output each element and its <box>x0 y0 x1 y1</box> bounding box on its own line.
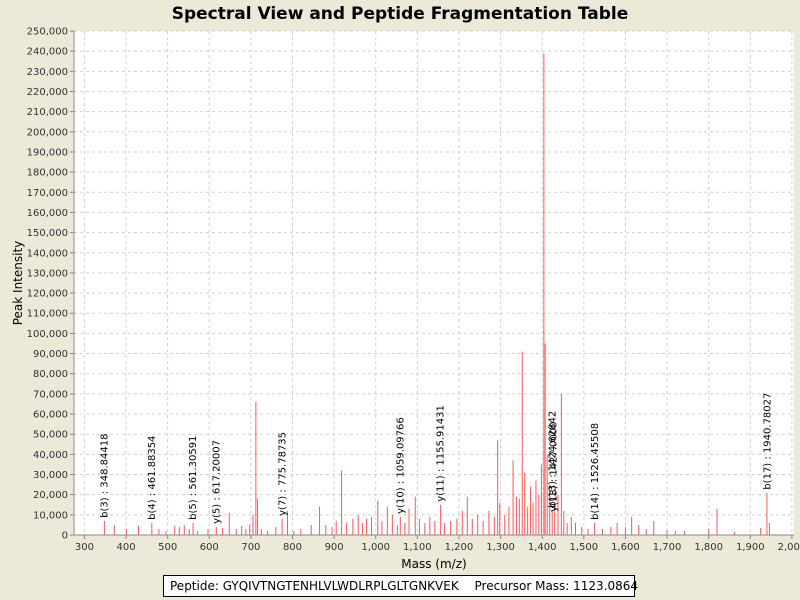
y-tick-label: 230,000 <box>27 67 68 78</box>
x-axis-ticks: 300 400 500 600 700 800 900 1,000 1,100 1,200 1,30… <box>75 535 800 553</box>
peak-annotation: y(5) : 617.20007 <box>211 440 222 524</box>
grid-lines <box>74 30 794 535</box>
peptide-info-box: Peptide: GYQIVTNGTENHLVLWDLRPLGLTGNKVEK … <box>163 575 638 597</box>
y-tick-label: 80,000 <box>33 369 68 380</box>
x-tick-label: 600 <box>200 542 219 553</box>
y-tick-label: 120,000 <box>27 289 68 300</box>
x-tick-label: 1,700 <box>653 542 682 553</box>
peak-series <box>103 53 770 535</box>
y-tick-label: 110,000 <box>27 309 68 320</box>
y-tick-label: 50,000 <box>33 430 68 441</box>
x-tick-label: 800 <box>283 542 302 553</box>
peak-annotation: b(13) : 1424.62842 <box>547 411 558 508</box>
y-tick-label: 140,000 <box>27 248 68 259</box>
y-tick-label: 60,000 <box>33 410 68 421</box>
x-tick-label: 1,300 <box>486 542 515 553</box>
x-tick-label: 1,200 <box>445 542 474 553</box>
y-tick-label: 70,000 <box>33 389 68 400</box>
peak-annotation: b(14) : 1526.45508 <box>590 423 601 520</box>
x-tick-label: 2,000 <box>778 542 800 553</box>
y-tick-label: 250,000 <box>27 27 68 38</box>
x-tick-label: 1,900 <box>736 542 765 553</box>
peak-annotation: y(7) : 775.78735 <box>277 432 288 516</box>
y-axis-ticks: 0 10,000 20,000 30,000 40,000 50,000 60,000 70,… <box>27 27 74 542</box>
y-tick-label: 190,000 <box>27 147 68 158</box>
peak-annotation: b(17) : 1940.78027 <box>762 393 773 490</box>
y-tick-label: 100,000 <box>27 329 68 340</box>
peak-annotation: y(11) : 1155.91431 <box>436 405 447 502</box>
y-tick-label: 200,000 <box>27 127 68 138</box>
y-tick-label: 160,000 <box>27 208 68 219</box>
y-tick-label: 0 <box>62 531 68 542</box>
peak-annotation: y(10) : 1059.09766 <box>395 417 406 514</box>
y-tick-label: 20,000 <box>33 490 68 501</box>
peak-annotation: b(3) : 348.84418 <box>100 434 111 518</box>
y-tick-label: 170,000 <box>27 188 68 199</box>
precursor-mass: Precursor Mass: 1123.0864 <box>474 579 639 593</box>
x-tick-label: 700 <box>241 542 260 553</box>
x-tick-label: 300 <box>75 542 94 553</box>
annotation-labels: b(3) : 348.84418 b(4) : 461.88354 b(5) : 5… <box>100 393 774 524</box>
y-tick-label: 210,000 <box>27 107 68 118</box>
peptide-sequence: Peptide: GYQIVTNGTENHLVLWDLRPLGLTGNKVEK <box>170 579 459 593</box>
x-tick-label: 1,100 <box>403 542 432 553</box>
x-tick-label: 1,800 <box>694 542 723 553</box>
x-tick-label: 400 <box>116 542 135 553</box>
chart-title: Spectral View and Peptide Fragmentation … <box>171 4 629 24</box>
peak-annotation: y(13) : 1427.0000 <box>548 422 559 512</box>
x-tick-label: 900 <box>325 542 344 553</box>
x-tick-label: 1,500 <box>570 542 599 553</box>
y-tick-label: 240,000 <box>27 47 68 58</box>
y-tick-label: 220,000 <box>27 87 68 98</box>
y-tick-label: 10,000 <box>33 510 68 521</box>
x-axis-title: Mass (m/z) <box>401 557 466 571</box>
y-axis-title: Peak Intensity <box>11 241 25 326</box>
peak-annotation: b(5) : 561.30591 <box>188 436 199 520</box>
y-tick-label: 40,000 <box>33 450 68 461</box>
plot-area <box>74 31 794 535</box>
x-tick-label: 1,000 <box>361 542 390 553</box>
y-tick-label: 130,000 <box>27 268 68 279</box>
peak-annotation: b(4) : 461.88354 <box>147 436 158 520</box>
y-tick-label: 150,000 <box>27 228 68 239</box>
x-tick-label: 1,400 <box>528 542 557 553</box>
y-tick-label: 30,000 <box>33 470 68 481</box>
x-tick-label: 1,600 <box>611 542 640 553</box>
x-tick-label: 500 <box>158 542 177 553</box>
y-tick-label: 90,000 <box>33 349 68 360</box>
y-tick-label: 180,000 <box>27 168 68 179</box>
